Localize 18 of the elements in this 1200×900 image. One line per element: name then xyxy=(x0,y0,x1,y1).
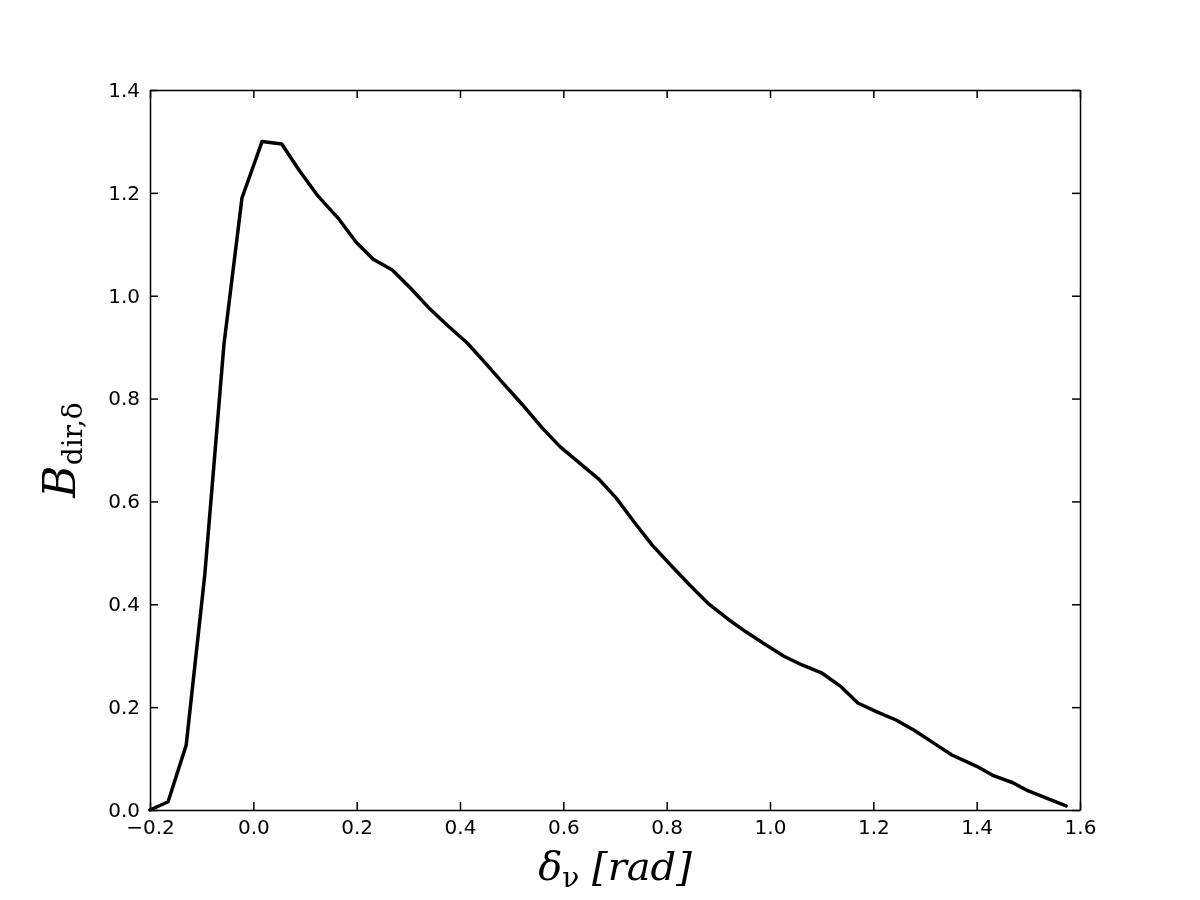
x-tick-label: 1.2 xyxy=(857,815,890,840)
x-tick-label: 0.8 xyxy=(651,815,684,840)
x-tick-label: 0.6 xyxy=(547,815,580,840)
y-tick-label: 0.6 xyxy=(108,489,140,514)
y-tick-label: 1.2 xyxy=(108,180,140,205)
y-tick-label: 0.4 xyxy=(108,592,140,617)
x-axis-title: δ$_{ν}$ [rad] xyxy=(538,843,693,894)
x-tick-label: 0.0 xyxy=(237,815,270,840)
x-tick-label: 1.4 xyxy=(961,815,994,840)
y-tick-label: 1.0 xyxy=(108,283,140,308)
x-tick-label: 1.6 xyxy=(1064,815,1097,840)
x-tick-label: 0.2 xyxy=(341,815,374,840)
y-tick-label: 0.2 xyxy=(108,695,140,720)
x-tick-label: 0.4 xyxy=(444,815,477,840)
y-tick-label: 0.8 xyxy=(108,386,140,411)
y-tick-label: 1.4 xyxy=(108,77,140,102)
x-tick-label: 1.0 xyxy=(754,815,787,840)
y-tick-label: 0.0 xyxy=(108,797,140,822)
